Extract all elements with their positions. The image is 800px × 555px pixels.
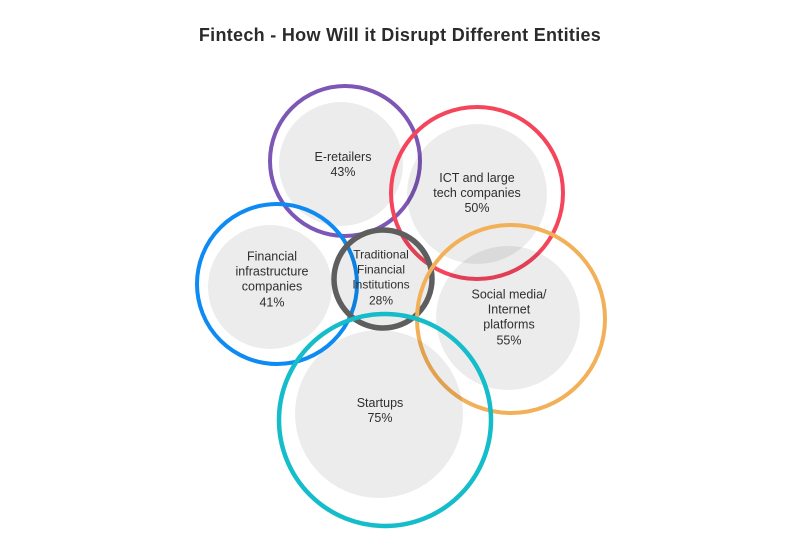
startups-fill-circle	[295, 330, 463, 498]
financial-infrastructure-ring	[195, 202, 359, 366]
startups-ring	[276, 311, 494, 529]
social-media-internet-platforms-fill-circle	[436, 246, 580, 390]
traditional-financial-institutions-fill-circle	[336, 232, 430, 326]
ict-large-tech-ring	[389, 105, 565, 281]
e-retailers-ring	[268, 84, 422, 238]
ict-large-tech-fill-circle	[407, 124, 547, 264]
chart-title: Fintech - How Will it Disrupt Different …	[198, 25, 602, 45]
financial-infrastructure-fill-circle	[208, 225, 332, 349]
traditional-financial-institutions-ring	[331, 227, 435, 331]
e-retailers-fill-circle	[279, 102, 403, 226]
